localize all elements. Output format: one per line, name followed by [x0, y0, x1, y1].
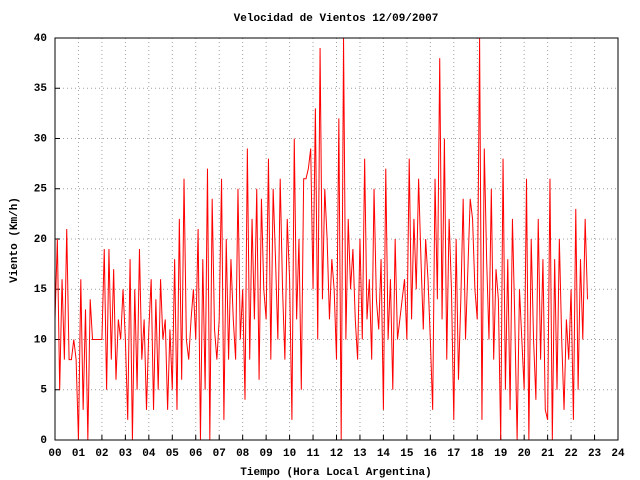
x-tick-label: 16 — [424, 448, 437, 460]
x-tick-label: 23 — [588, 448, 602, 460]
y-tick-label: 10 — [34, 334, 47, 346]
y-tick-label: 15 — [34, 284, 48, 296]
x-tick-label: 14 — [377, 448, 391, 460]
x-tick-label: 02 — [95, 448, 108, 460]
x-tick-label: 15 — [400, 448, 414, 460]
y-tick-label: 35 — [34, 83, 48, 95]
x-tick-label: 19 — [494, 448, 507, 460]
x-tick-label: 06 — [189, 448, 202, 460]
x-tick-label: 24 — [611, 448, 625, 460]
x-tick-label: 11 — [306, 448, 320, 460]
y-tick-label: 30 — [34, 133, 47, 145]
plot-border — [54, 37, 619, 441]
x-tick-label: 12 — [330, 448, 343, 460]
y-tick-label: 0 — [40, 435, 47, 447]
y-axis-label: Viento (Km/h) — [9, 197, 21, 283]
x-tick-label: 17 — [447, 448, 460, 460]
x-tick-label: 01 — [72, 448, 86, 460]
x-tick-label: 13 — [353, 448, 367, 460]
x-tick-label: 21 — [541, 448, 555, 460]
x-tick-label: 04 — [142, 448, 156, 460]
chart-title: Velocidad de Vientos 12/09/2007 — [234, 13, 439, 25]
y-tick-label: 5 — [40, 385, 47, 397]
x-tick-label: 09 — [260, 448, 273, 460]
x-tick-label: 18 — [471, 448, 485, 460]
y-tick-label: 20 — [34, 234, 47, 246]
x-tick-label: 03 — [119, 448, 133, 460]
y-tick-label: 25 — [34, 184, 48, 196]
x-tick-label: 20 — [518, 448, 531, 460]
x-tick-label: 08 — [236, 448, 250, 460]
x-tick-label: 10 — [283, 448, 296, 460]
data-line — [54, 37, 588, 441]
x-tick-label: 05 — [166, 448, 180, 460]
x-tick-label: 00 — [48, 448, 61, 460]
x-tick-label: 07 — [213, 448, 226, 460]
y-tick-label: 40 — [34, 33, 47, 45]
x-tick-label: 22 — [564, 448, 577, 460]
x-axis-label: Tiempo (Hora Local Argentina) — [240, 467, 431, 479]
